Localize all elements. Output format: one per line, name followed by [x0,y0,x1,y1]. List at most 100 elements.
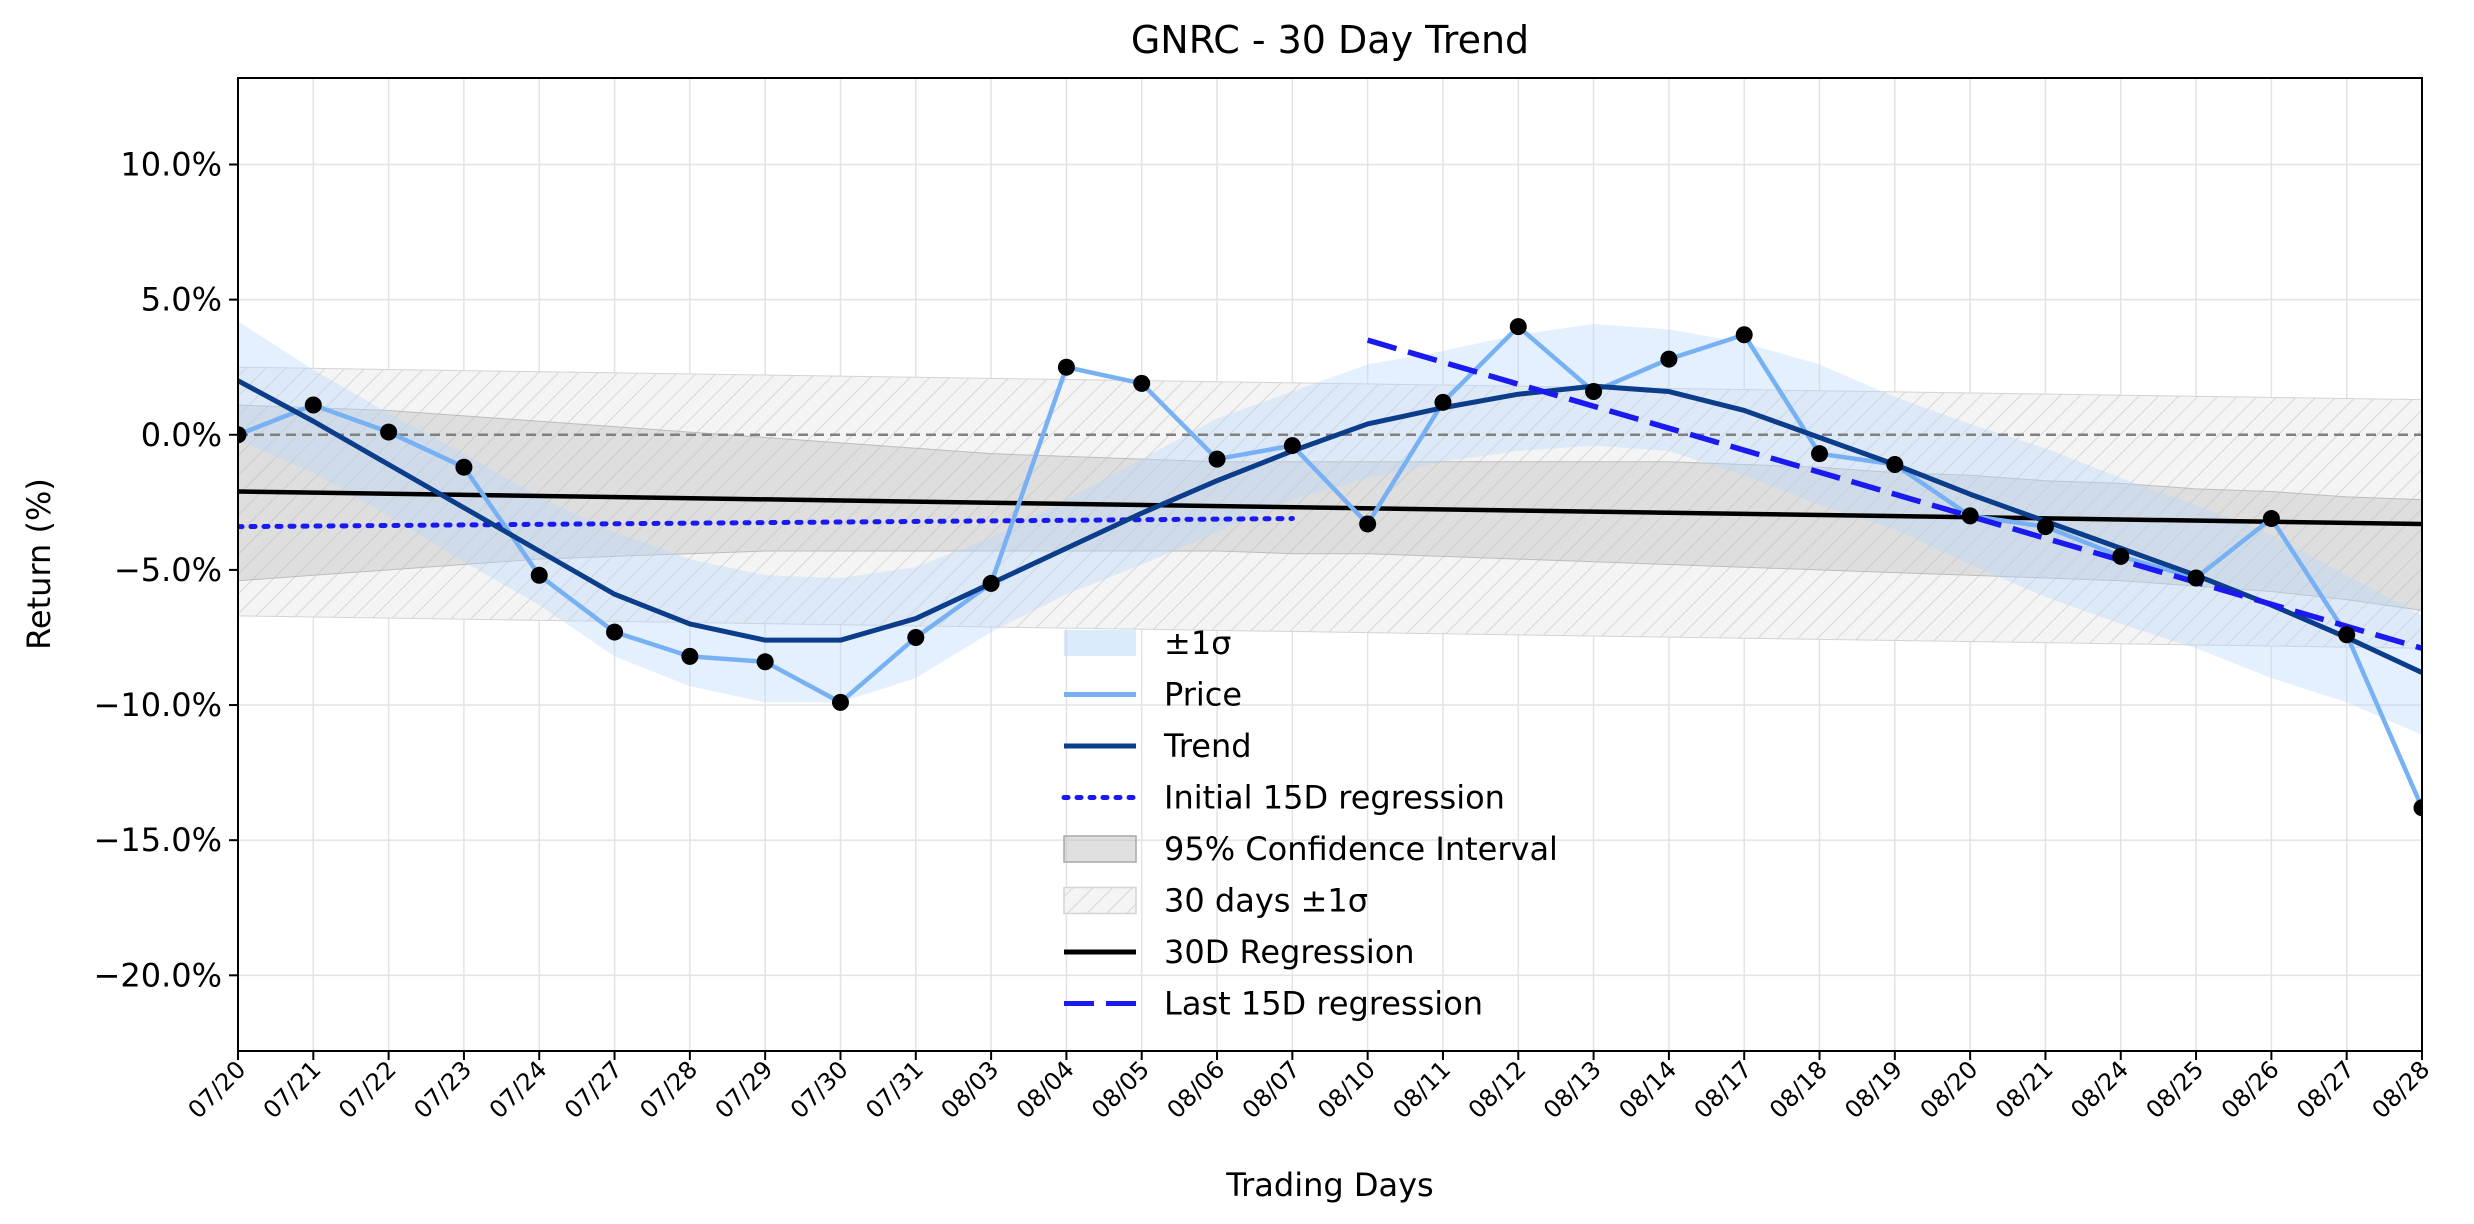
price-point [1886,455,1904,473]
legend-label: 30D Regression [1164,933,1415,971]
legend-label: 30 days ±1σ [1164,882,1368,920]
legend-item: Trend [1064,727,1252,765]
price-point [1434,393,1452,411]
price-point [1585,383,1603,401]
price-point [1961,507,1979,525]
legend-item: Price [1064,676,1242,714]
legend-swatch [1063,835,1137,863]
x-tick-label: 07/31 [860,1055,929,1124]
price-point [907,628,925,646]
regression-last-15d-line [1366,337,2422,651]
x-tick-label: 08/06 [1162,1055,1231,1124]
plot-area [238,318,2422,817]
y-tick-label: −10.0% [94,686,222,724]
x-tick-label: 07/29 [710,1055,779,1124]
price-point [831,693,849,711]
price-point [982,574,1000,592]
x-tick-label: 07/27 [559,1055,628,1124]
y-axis: 10.0% 5.0% 0.0% −5.0% −10.0% −15.0% −20.0% [94,145,238,994]
x-tick-label: 08/04 [1011,1055,1080,1124]
x-tick-label: 08/27 [2291,1055,2360,1124]
legend-label: Initial 15D regression [1164,779,1505,817]
price-point [1208,450,1226,468]
legend-item: ±1σ [1064,624,1231,662]
price-point [2187,569,2205,587]
trend-line [238,378,2422,675]
y-tick-label: −5.0% [114,551,222,589]
legend-swatch [1063,886,1137,915]
chart-title: GNRC - 30 Day Trend [1131,18,1529,62]
price-point [2338,626,2356,644]
x-tick-label: 07/20 [183,1055,252,1124]
x-tick-label: 08/26 [2216,1055,2285,1124]
x-tick-label: 07/24 [484,1055,553,1124]
price-point [1133,374,1151,392]
price-point [380,423,398,441]
x-tick-label: 08/07 [1237,1055,1306,1124]
price-point [756,653,774,671]
y-tick-label: −15.0% [94,821,222,859]
x-tick-label: 08/25 [2141,1055,2210,1124]
legend-item: Last 15D regression [1064,985,1483,1023]
x-tick-label: 08/14 [1613,1055,1682,1124]
x-tick-label: 08/21 [1990,1055,2059,1124]
x-tick-label: 07/21 [258,1055,327,1124]
x-tick-label: 08/03 [936,1055,1005,1124]
price-point [1359,515,1377,533]
x-tick-label: 08/12 [1463,1055,1532,1124]
price-point [1660,350,1678,368]
x-tick-label: 07/23 [408,1055,477,1124]
x-tick-label: 08/24 [2065,1055,2134,1124]
legend-item: 95% Confidence Interval [1063,830,1558,868]
price-point [1811,445,1829,463]
price-point [2036,518,2054,536]
x-tick-label: 08/28 [2367,1055,2436,1124]
x-tick-label: 08/18 [1764,1055,1833,1124]
y-tick-label: 5.0% [141,281,222,319]
price-point [530,566,548,584]
x-tick-label: 07/22 [333,1055,402,1124]
price-point [2112,547,2130,565]
legend-label: Last 15D regression [1164,985,1483,1023]
price-point [455,458,473,476]
price-point [304,396,322,414]
y-axis-label: Return (%) [20,478,58,650]
legend-item: Initial 15D regression [1061,779,1505,817]
legend-item: 30D Regression [1064,933,1415,971]
x-tick-label: 08/19 [1839,1055,1908,1124]
band-sigma [238,321,2422,735]
price-point [606,623,624,641]
legend-swatch [1064,630,1136,656]
x-tick-label: 08/20 [1915,1055,1984,1124]
price-point [1735,326,1753,344]
legend: ±1σ Price Trend Initial 15D regression 95% C… [1061,624,1558,1023]
x-tick-label: 08/11 [1387,1055,1456,1124]
price-point [2413,799,2422,817]
price-point [1283,437,1301,455]
legend-label: Price [1164,676,1242,714]
x-axis: 07/20 07/21 07/22 07/23 07/24 07/27 07/28 07/29… [183,1051,2436,1124]
y-tick-label: 10.0% [120,145,222,183]
legend-label: 95% Confidence Interval [1164,830,1558,868]
x-tick-label: 08/05 [1086,1055,1155,1124]
price-point [1509,318,1527,336]
price-point [2262,510,2280,528]
x-tick-label: 08/17 [1689,1055,1758,1124]
y-tick-label: −20.0% [94,956,222,994]
x-tick-label: 07/28 [634,1055,703,1124]
legend-label: Trend [1163,727,1252,765]
legend-item: 30 days ±1σ [1063,882,1368,920]
y-tick-label: 0.0% [141,416,222,454]
x-tick-label: 08/13 [1538,1055,1607,1124]
price-point [1057,358,1075,376]
price-point [681,647,699,665]
x-tick-label: 07/30 [785,1055,854,1124]
price-line [238,324,2422,809]
plot-frame [237,77,2423,1052]
price-point [238,426,247,444]
regression-30d-line [238,489,2422,527]
legend-label: ±1σ [1164,624,1231,662]
x-tick-label: 08/10 [1312,1055,1381,1124]
x-axis-label: Trading Days [1225,1166,1433,1204]
